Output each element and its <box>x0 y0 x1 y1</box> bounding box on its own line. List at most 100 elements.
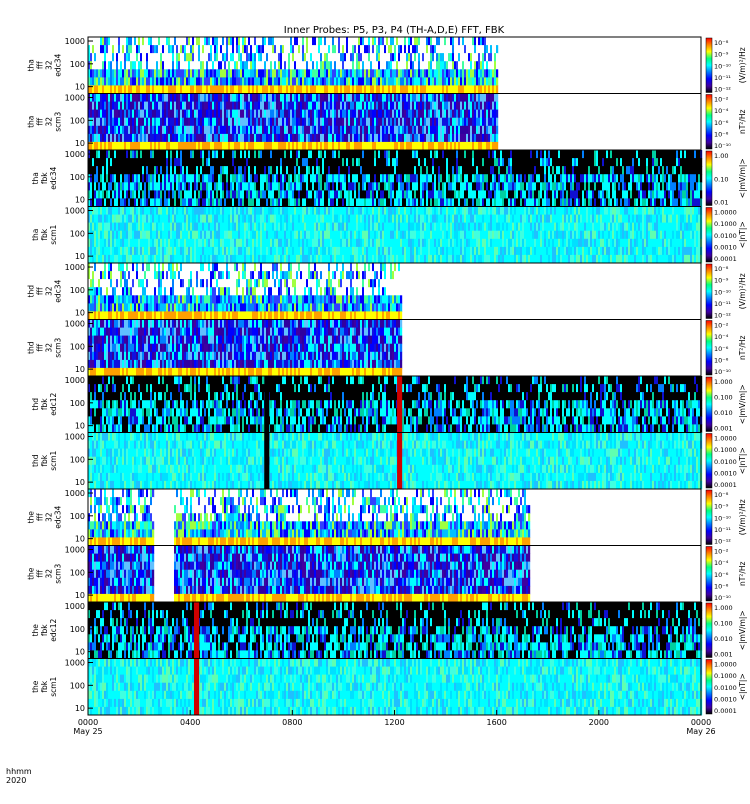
heatmap-cell <box>220 77 222 86</box>
heatmap-cell <box>512 198 514 207</box>
heatmap-cell <box>366 118 368 127</box>
heatmap-cell <box>456 102 458 111</box>
heatmap-cell <box>152 190 154 199</box>
heatmap-cell <box>432 174 434 183</box>
heatmap-cell <box>198 118 200 127</box>
heatmap-cell <box>198 126 200 135</box>
heatmap-cell <box>428 118 430 127</box>
heatmap-cell <box>212 102 214 111</box>
heatmap-cell <box>296 190 298 199</box>
heatmap-cell <box>134 150 136 159</box>
heatmap-cell <box>178 45 180 54</box>
heatmap-cell <box>288 134 290 143</box>
heatmap-cell <box>218 198 220 207</box>
heatmap-cell <box>302 53 304 62</box>
heatmap-cell <box>426 174 428 183</box>
heatmap-cell <box>232 118 234 127</box>
heatmap-cell <box>330 94 332 103</box>
heatmap-cell <box>364 37 366 46</box>
heatmap-cell <box>378 182 380 191</box>
heatmap-cell <box>216 110 218 119</box>
heatmap-cell <box>386 69 388 78</box>
heatmap-cell <box>554 190 556 199</box>
heatmap-cell <box>548 150 550 159</box>
heatmap-cell <box>202 126 204 135</box>
heatmap-cell <box>252 158 254 167</box>
heatmap-cell <box>414 190 416 199</box>
heatmap-cell <box>464 174 466 183</box>
heatmap-cell <box>328 150 330 159</box>
heatmap-cell <box>246 77 248 86</box>
heatmap-cell <box>456 198 458 207</box>
heatmap-cell <box>428 94 430 103</box>
heatmap-cell <box>320 85 322 94</box>
heatmap-cell <box>280 69 282 78</box>
heatmap-cell <box>292 190 294 199</box>
heatmap-cell <box>272 69 274 78</box>
heatmap-cell <box>320 110 322 119</box>
heatmap-cell <box>374 182 376 191</box>
heatmap-cell <box>622 150 624 159</box>
heatmap-cell <box>282 37 284 46</box>
heatmap-cell <box>358 142 360 151</box>
heatmap-cell <box>368 69 370 78</box>
heatmap-cell <box>460 61 462 69</box>
heatmap-cell <box>262 126 264 135</box>
heatmap-cell <box>324 61 326 69</box>
heatmap-cell <box>496 166 498 175</box>
heatmap-cell <box>260 174 262 183</box>
heatmap-cell <box>278 150 280 159</box>
heatmap-cell <box>128 77 130 86</box>
heatmap-cell <box>128 142 130 151</box>
heatmap-cell <box>446 37 448 46</box>
heatmap-cell <box>250 150 252 159</box>
heatmap-cell <box>176 77 178 86</box>
heatmap-cell <box>268 61 270 69</box>
heatmap-cell <box>192 118 194 127</box>
heatmap-cell <box>448 190 450 199</box>
heatmap-cell <box>664 182 666 191</box>
heatmap-cell <box>340 134 342 143</box>
heatmap-cell <box>98 37 100 46</box>
heatmap-cell <box>250 45 252 54</box>
heatmap-cell <box>338 85 340 94</box>
heatmap-cell <box>128 85 130 94</box>
heatmap-cell <box>218 134 220 143</box>
heatmap-cell <box>314 134 316 143</box>
heatmap-cell <box>230 198 232 207</box>
heatmap-cell <box>546 166 548 175</box>
heatmap-cell <box>104 61 106 69</box>
heatmap-cell <box>90 110 92 119</box>
heatmap-cell <box>434 158 436 167</box>
heatmap-cell <box>408 198 410 207</box>
heatmap-cell <box>450 69 452 78</box>
heatmap-cell <box>218 118 220 127</box>
heatmap-cell <box>164 69 166 78</box>
heatmap-cell <box>456 110 458 119</box>
heatmap-cell <box>398 190 400 199</box>
heatmap-cell <box>300 110 302 119</box>
heatmap-cell <box>298 69 300 78</box>
heatmap-cell <box>342 61 344 69</box>
heatmap-cell <box>144 166 146 175</box>
heatmap-cell <box>380 134 382 143</box>
heatmap-cell <box>234 198 236 207</box>
heatmap-cell <box>430 134 432 143</box>
heatmap-cell <box>148 45 150 54</box>
heatmap-cell <box>440 61 442 69</box>
heatmap-cell <box>98 134 100 143</box>
heatmap-cell <box>478 150 480 159</box>
heatmap-cell <box>464 182 466 191</box>
heatmap-cell <box>180 182 182 191</box>
heatmap-cell <box>350 190 352 199</box>
heatmap-cell <box>104 110 106 119</box>
heatmap-cell <box>234 110 236 119</box>
heatmap-cell <box>262 45 264 54</box>
heatmap-cell <box>146 53 148 62</box>
heatmap-cell <box>566 166 568 175</box>
heatmap-cell <box>330 102 332 111</box>
heatmap-cell <box>380 53 382 62</box>
heatmap-cell <box>278 45 280 54</box>
heatmap-cell <box>244 69 246 78</box>
heatmap-cell <box>128 69 130 78</box>
